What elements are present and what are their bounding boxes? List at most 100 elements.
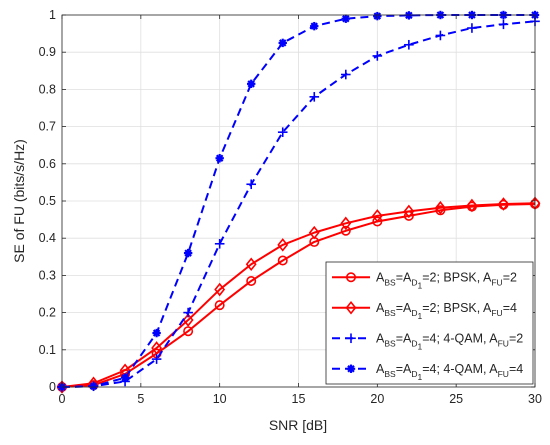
legend-label: ABS=AD1=2; BPSK, AFU=2 [376, 270, 517, 290]
data-point-diamond [498, 197, 509, 211]
data-point-circle [435, 205, 446, 216]
data-point-plus [277, 127, 288, 137]
legend-label-part: A [376, 301, 385, 315]
legend-label-part: =A [396, 331, 412, 345]
x-tick-label: 0 [59, 392, 66, 406]
x-tick-label: 5 [137, 392, 144, 406]
legend-label-part: =2 [509, 331, 523, 345]
legend-label-part: =4 [503, 301, 517, 315]
data-point-plus [498, 19, 509, 30]
data-point-plus [183, 307, 193, 318]
legend-label-part: FU [491, 277, 502, 287]
data-point-circle [372, 216, 383, 227]
data-point-diamond [308, 225, 320, 240]
data-point-plus [151, 354, 162, 364]
x-tick-label: 15 [292, 392, 306, 406]
legend-label-part: =2 [503, 270, 517, 284]
data-point-circle [246, 275, 257, 286]
data-point-diamond [182, 313, 194, 327]
data-point-plus [404, 39, 414, 50]
data-point-asterisk [310, 21, 319, 31]
x-tick-label: 20 [370, 392, 384, 406]
legend-label-part: 1 [417, 311, 422, 321]
legend-label-part: BS [384, 338, 396, 348]
data-point-plus [246, 179, 256, 190]
series-line [61, 202, 536, 388]
legend-label-part: FU [498, 338, 509, 348]
y-tick-label: 0.6 [39, 157, 56, 171]
series-line [61, 202, 536, 388]
data-point-diamond [403, 204, 415, 219]
data-point-diamond [345, 300, 357, 315]
data-point-asterisk [247, 79, 256, 89]
data-point-asterisk [341, 14, 350, 23]
legend-label: ABS=AD1=4; 4-QAM, AFU=4 [376, 362, 523, 382]
legend-label: ABS=AD1=2; BPSK, AFU=4 [376, 301, 517, 321]
legend-label-part: BS [384, 308, 396, 318]
data-point-circle [340, 225, 351, 236]
y-tick-label: 0.1 [39, 343, 56, 357]
legend-label-part: FU [491, 308, 502, 318]
legend-label-part: A [376, 270, 385, 284]
legend-entry: ABS=AD1=2; BPSK, AFU=2 [332, 270, 517, 290]
legend-label-part: =4; 4-QAM, A [422, 362, 498, 376]
data-point-asterisk [215, 154, 224, 163]
data-point-asterisk [346, 364, 356, 373]
y-tick-label: 1 [49, 8, 56, 22]
legend-label-part: D [411, 277, 417, 287]
data-point-plus [435, 30, 446, 41]
legend-label-part: =4 [509, 362, 523, 376]
data-point-diamond [371, 209, 383, 223]
legend-label-part: BS [384, 369, 396, 379]
x-tick-label: 30 [528, 392, 542, 406]
y-tick-label: 0.2 [39, 306, 56, 320]
legend-label-part: =A [396, 270, 412, 284]
legend-label-part: 1 [417, 280, 422, 290]
y-tick-label: 0 [49, 380, 56, 394]
data-point-diamond [340, 216, 352, 231]
y-tick-label: 0.4 [39, 231, 56, 245]
legend-label-part: D [411, 369, 417, 379]
x-tick-label: 10 [213, 392, 227, 406]
data-point-asterisk [120, 373, 130, 382]
data-point-asterisk [183, 248, 193, 258]
data-point-diamond [277, 238, 289, 252]
data-point-plus [372, 51, 383, 61]
legend-entry: ABS=AD1=4; 4-QAM, AFU=4 [332, 362, 523, 382]
data-point-plus [467, 23, 477, 33]
y-tick-label: 0.9 [39, 45, 56, 59]
legend-label-part: =A [396, 301, 412, 315]
data-point-circle [214, 300, 225, 311]
data-point-diamond [245, 257, 257, 272]
y-tick-label: 0.5 [39, 194, 56, 208]
legend-box [325, 261, 534, 385]
legend-label-part: A [376, 331, 385, 345]
data-point-diamond [214, 282, 226, 297]
data-point-circle [277, 255, 288, 266]
data-point-circle [183, 326, 194, 337]
data-point-circle [345, 272, 356, 283]
y-tick-label: 0.8 [39, 82, 56, 96]
x-tick-label: 25 [449, 392, 463, 406]
legend-label-part: =2; BPSK, A [422, 301, 492, 315]
y-tick-label: 0.3 [39, 268, 56, 282]
legend-label-part: A [376, 362, 385, 376]
legend-label-part: 1 [417, 372, 422, 382]
legend-label-part: =4; 4-QAM, A [422, 331, 498, 345]
legend-entry: ABS=AD1=2; BPSK, AFU=4 [332, 301, 517, 321]
data-point-diamond [151, 341, 163, 355]
data-point-plus [309, 92, 320, 102]
data-point-asterisk [89, 382, 98, 391]
data-point-plus [214, 238, 225, 249]
data-point-plus [341, 69, 351, 80]
legend-label-part: =2; BPSK, A [422, 270, 492, 284]
legend-label-part: 1 [417, 341, 422, 351]
legend-label: ABS=AD1=4; 4-QAM, AFU=2 [376, 331, 523, 351]
axis-ticks: 0 5 10 15 20 25 30 0 0.1 0.2 0.3 0.4 0.5 0.6 0.7 0.8 0.9… [39, 8, 542, 406]
legend-entry: ABS=AD1=4; 4-QAM, AFU=2 [332, 331, 523, 351]
legend-label-part: D [411, 338, 417, 348]
data-point-diamond [434, 200, 446, 215]
